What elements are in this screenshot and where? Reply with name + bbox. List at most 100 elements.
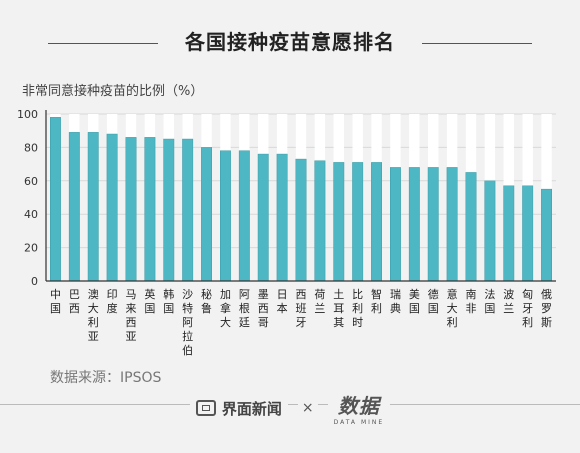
bar [276, 153, 288, 282]
x-tick-label: 波 [503, 288, 514, 301]
x-tick-label: 大 [220, 315, 231, 329]
x-tick-label: 土 [333, 288, 344, 301]
x-tick-label: 兰 [503, 302, 514, 315]
x-tick-label: 特 [182, 301, 193, 315]
x-tick-label: 大 [88, 301, 99, 315]
x-tick-label: 马 [126, 288, 137, 301]
y-tick-label: 20 [24, 242, 38, 255]
x-tick-label: 兰 [314, 302, 325, 315]
x-tick-label: 国 [484, 302, 495, 315]
x-tick-label: 非 [466, 302, 477, 315]
bar [446, 167, 458, 282]
x-tick-label: 耳 [333, 302, 344, 315]
x-tick-label: 来 [126, 302, 137, 315]
bar [182, 138, 194, 282]
bar [408, 167, 420, 282]
chart-title: 各国接种疫苗意愿排名 [185, 30, 395, 54]
brand-logo: 界面新闻 [189, 397, 288, 419]
y-tick-label: 60 [24, 175, 38, 188]
bar [106, 133, 118, 282]
x-tick-label: 法 [484, 287, 495, 301]
x-tick-label: 阿 [239, 288, 250, 301]
bar [68, 132, 80, 282]
bar [522, 185, 534, 282]
x-tick-label: 荷 [314, 288, 325, 301]
bar [314, 160, 326, 282]
x-tick-label: 亚 [126, 330, 137, 343]
x-tick-label: 德 [428, 287, 439, 301]
x-tick-label: 罗 [541, 302, 552, 315]
x-tick-label: 秘 [201, 287, 212, 301]
bar [465, 172, 477, 282]
bar [220, 150, 231, 282]
x-tick-label: 斯 [541, 316, 552, 329]
title-rule-left [48, 43, 158, 44]
bar [125, 137, 137, 282]
source-note: 数据来源：IPSOS [50, 370, 162, 386]
news-box-icon [195, 400, 216, 416]
partner-name: 数据 [337, 394, 380, 418]
bar [427, 167, 439, 282]
x-tick-label: 牙 [522, 302, 533, 315]
x-tick-label: 日 [277, 288, 288, 301]
x-tick-label: 廷 [239, 316, 250, 329]
bar [50, 117, 61, 282]
x-tick-label: 美 [409, 288, 420, 301]
y-tick-label: 100 [17, 108, 38, 121]
x-tick-label: 拿 [220, 301, 231, 315]
x-tick-label: 国 [144, 302, 155, 315]
x-tick-label: 国 [50, 302, 61, 315]
x-tick-label: 根 [239, 301, 250, 315]
x-tick-label: 西 [69, 302, 80, 315]
x-tick-label: 巴 [69, 288, 80, 301]
footer: 界面新闻 × 数据 DATA MINE [0, 390, 580, 426]
x-tick-label: 亚 [88, 330, 99, 343]
x-tick-label: 伯 [182, 343, 193, 357]
y-axis-label: 非常同意接种疫苗的比例（%） [22, 84, 204, 99]
x-tick-label: 韩 [163, 287, 174, 301]
x-tick-label: 度 [107, 301, 118, 315]
x-tick-label: 时 [352, 316, 363, 329]
x-tick-label: 中 [50, 288, 61, 301]
brand-name: 界面新闻 [221, 399, 282, 418]
x-tick-label: 瑞 [390, 287, 401, 301]
x-tick-label: 利 [371, 302, 382, 315]
x-tick-label: 拉 [182, 329, 193, 343]
x-tick-label: 国 [428, 302, 439, 315]
x-tick-label: 加 [220, 288, 231, 301]
bar [371, 162, 383, 282]
x-tick-label: 南 [466, 288, 477, 301]
x-tick-label: 沙 [182, 288, 193, 301]
x-tick-label: 利 [447, 316, 458, 329]
x-tick-label: 其 [333, 316, 344, 329]
bar [144, 137, 156, 282]
bar [201, 147, 213, 282]
bar [295, 158, 307, 282]
x-tick-label: 西 [296, 288, 307, 301]
bar [257, 153, 269, 282]
x-tick-label: 澳 [88, 288, 99, 301]
partner-logo: 数据 DATA MINE [327, 390, 391, 426]
bar [87, 132, 99, 282]
x-tick-label: 比 [352, 288, 363, 301]
x-tick-label: 大 [447, 301, 458, 315]
bar [238, 150, 250, 282]
bar [163, 138, 175, 282]
x-tick-label: 西 [126, 316, 137, 329]
footer-rule-left [0, 404, 580, 405]
bar [352, 162, 364, 282]
x-tick-label: 智 [371, 287, 382, 301]
x-tick-label: 利 [352, 302, 363, 315]
bar [484, 180, 496, 282]
x-tick-label: 俄 [541, 288, 552, 301]
x-tick-label: 利 [522, 316, 533, 329]
x-tick-label: 典 [390, 301, 401, 315]
x-tick-label: 英 [144, 287, 155, 301]
x-tick-label: 意 [447, 287, 458, 301]
y-tick-label: 0 [31, 275, 38, 288]
bar [541, 188, 552, 282]
x-tick-label: 班 [296, 302, 307, 315]
x-tick-label: 本 [277, 301, 288, 315]
bar [503, 185, 515, 282]
bar [390, 167, 401, 282]
